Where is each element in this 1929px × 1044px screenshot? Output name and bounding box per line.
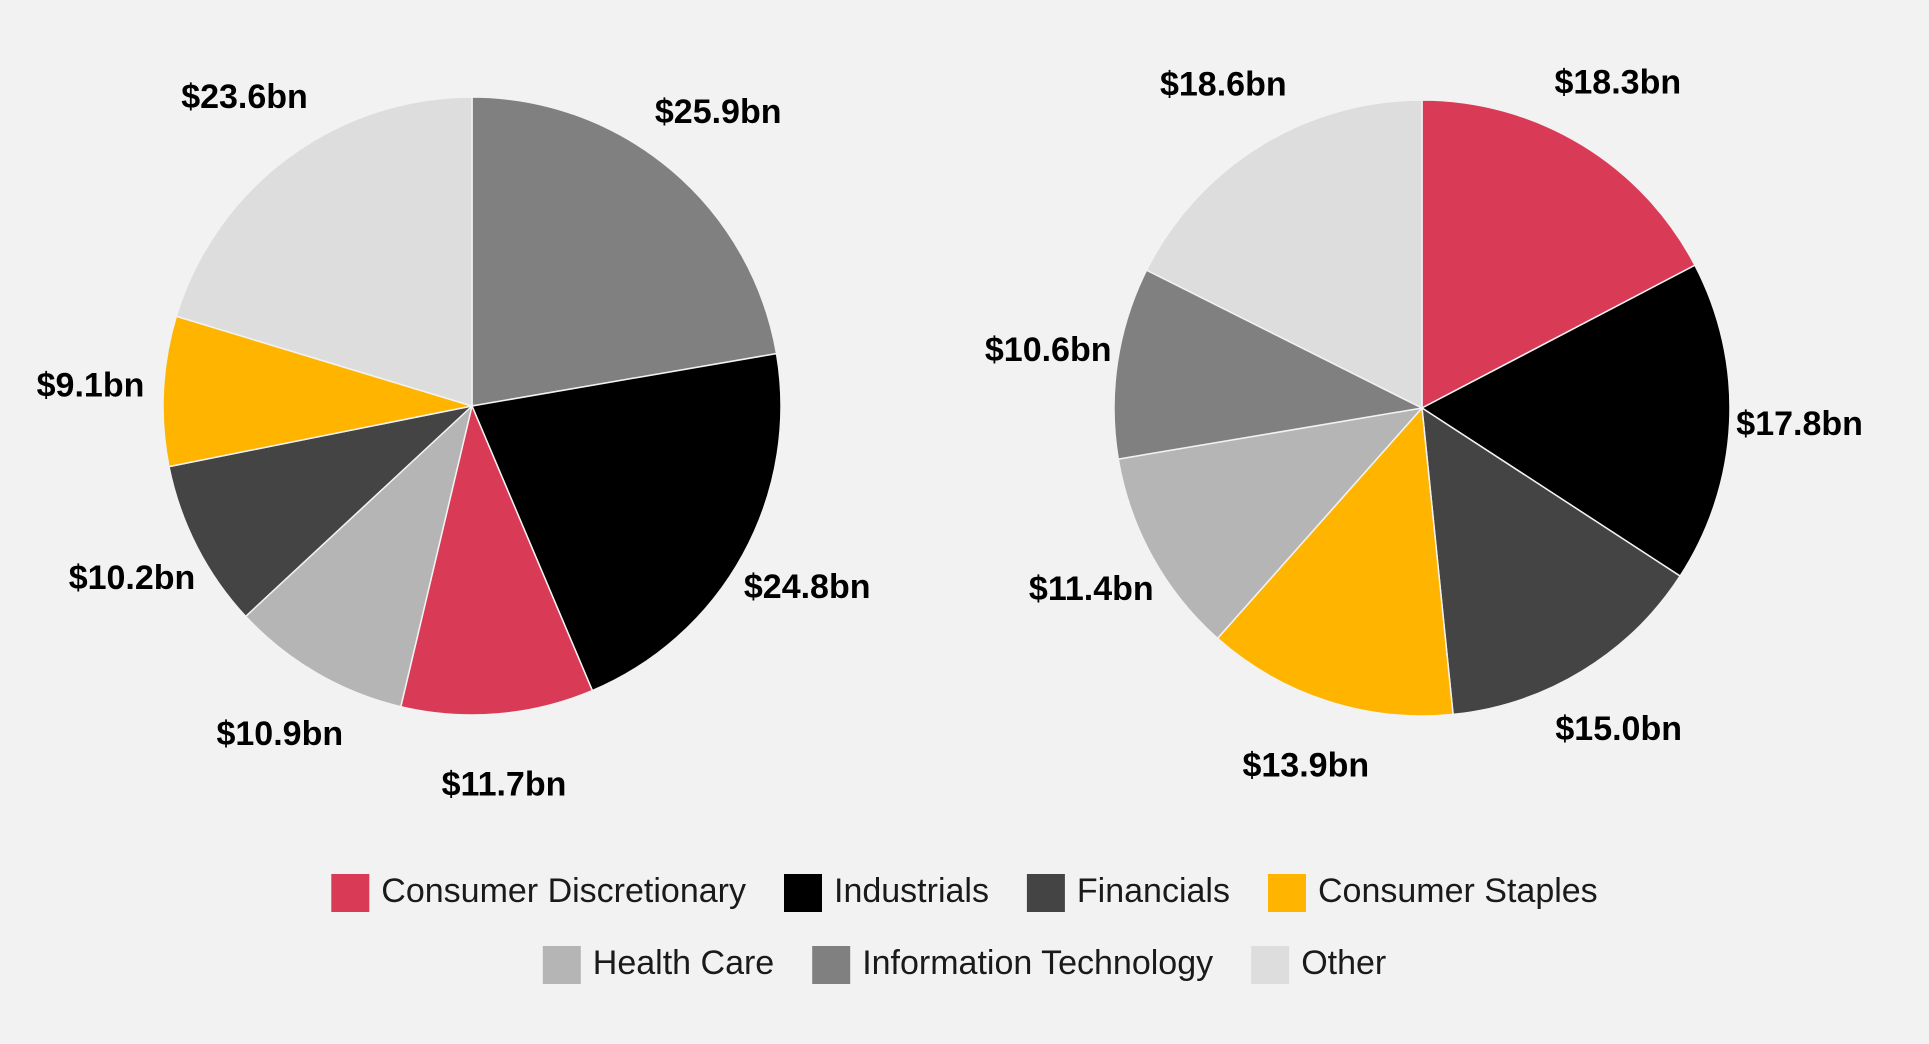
pie-slice-industrials <box>1420 264 1731 578</box>
pie-slice-consumer-staples <box>1216 406 1454 717</box>
legend-swatch <box>331 874 370 912</box>
pie-charts: $25.9bn $24.8bn $11.7bn $10.9bn $10.2bn $9.1b… <box>37 64 1863 804</box>
legend-label: Financials <box>1077 872 1230 910</box>
data-label: $11.4bn <box>1029 570 1154 608</box>
legend-item: Information Technology <box>812 944 1213 984</box>
data-label: $9.1bn <box>37 366 145 404</box>
legend-label: Information Technology <box>862 944 1213 982</box>
legend: Consumer Discretionary Industrials Financi… <box>331 872 1598 984</box>
legend-label: Other <box>1301 944 1386 982</box>
legend-item: Other <box>1251 944 1386 984</box>
legend-label: Consumer Discretionary <box>381 872 746 910</box>
data-label: $15.0bn <box>1555 710 1682 748</box>
legend-label: Consumer Staples <box>1318 872 1598 910</box>
legend-label: Health Care <box>593 944 774 982</box>
pie-slice-health-care <box>244 403 474 708</box>
data-label: $24.8bn <box>744 568 871 606</box>
legend-swatch <box>1026 874 1065 912</box>
legend-item: Health Care <box>542 944 774 984</box>
data-label: $10.9bn <box>216 715 343 753</box>
pie-slice-consumer-discretionary <box>1421 99 1696 410</box>
legend-swatch <box>812 946 851 984</box>
legend-item: Industrials <box>784 872 989 912</box>
pie-slice-financials <box>168 404 475 618</box>
data-label: $10.2bn <box>69 559 196 597</box>
legend-label: Industrials <box>834 872 989 910</box>
data-label: $25.9bn <box>655 93 782 131</box>
pie-slice-consumer-staples <box>162 315 473 468</box>
legend-item: Financials <box>1026 872 1230 912</box>
pie-chart-2: $18.3bn $17.8bn $15.0bn $13.9bn $11.4bn $10.6… <box>985 64 1863 785</box>
pie-chart-1: $25.9bn $24.8bn $11.7bn $10.9bn $10.2bn $9.1b… <box>37 78 871 804</box>
data-label: $13.9bn <box>1242 747 1369 785</box>
legend-item: Consumer Staples <box>1268 872 1598 912</box>
data-label: $11.7bn <box>442 766 567 804</box>
legend-swatch <box>1268 874 1306 912</box>
pie-slice-other <box>175 96 473 408</box>
data-label: $18.6bn <box>1160 65 1287 103</box>
legend-swatch <box>542 946 581 984</box>
legend-swatch <box>1251 946 1290 984</box>
pie-slice-financials <box>1421 406 1682 716</box>
pie-slice-industrials <box>470 352 782 692</box>
data-label: $10.6bn <box>985 331 1112 369</box>
pie-slice-health-care <box>1117 406 1424 640</box>
data-label: $23.6bn <box>181 78 308 116</box>
pie-slice-information-technology <box>471 96 778 407</box>
legend-item: Consumer Discretionary <box>331 872 746 912</box>
data-label: $18.3bn <box>1554 64 1681 102</box>
pie-slice-other <box>1145 99 1423 410</box>
pie-slice-consumer-discretionary <box>399 403 594 716</box>
legend-swatch <box>784 874 822 912</box>
pie-slice-information-technology <box>1113 269 1425 460</box>
data-label: $17.8bn <box>1736 405 1863 443</box>
